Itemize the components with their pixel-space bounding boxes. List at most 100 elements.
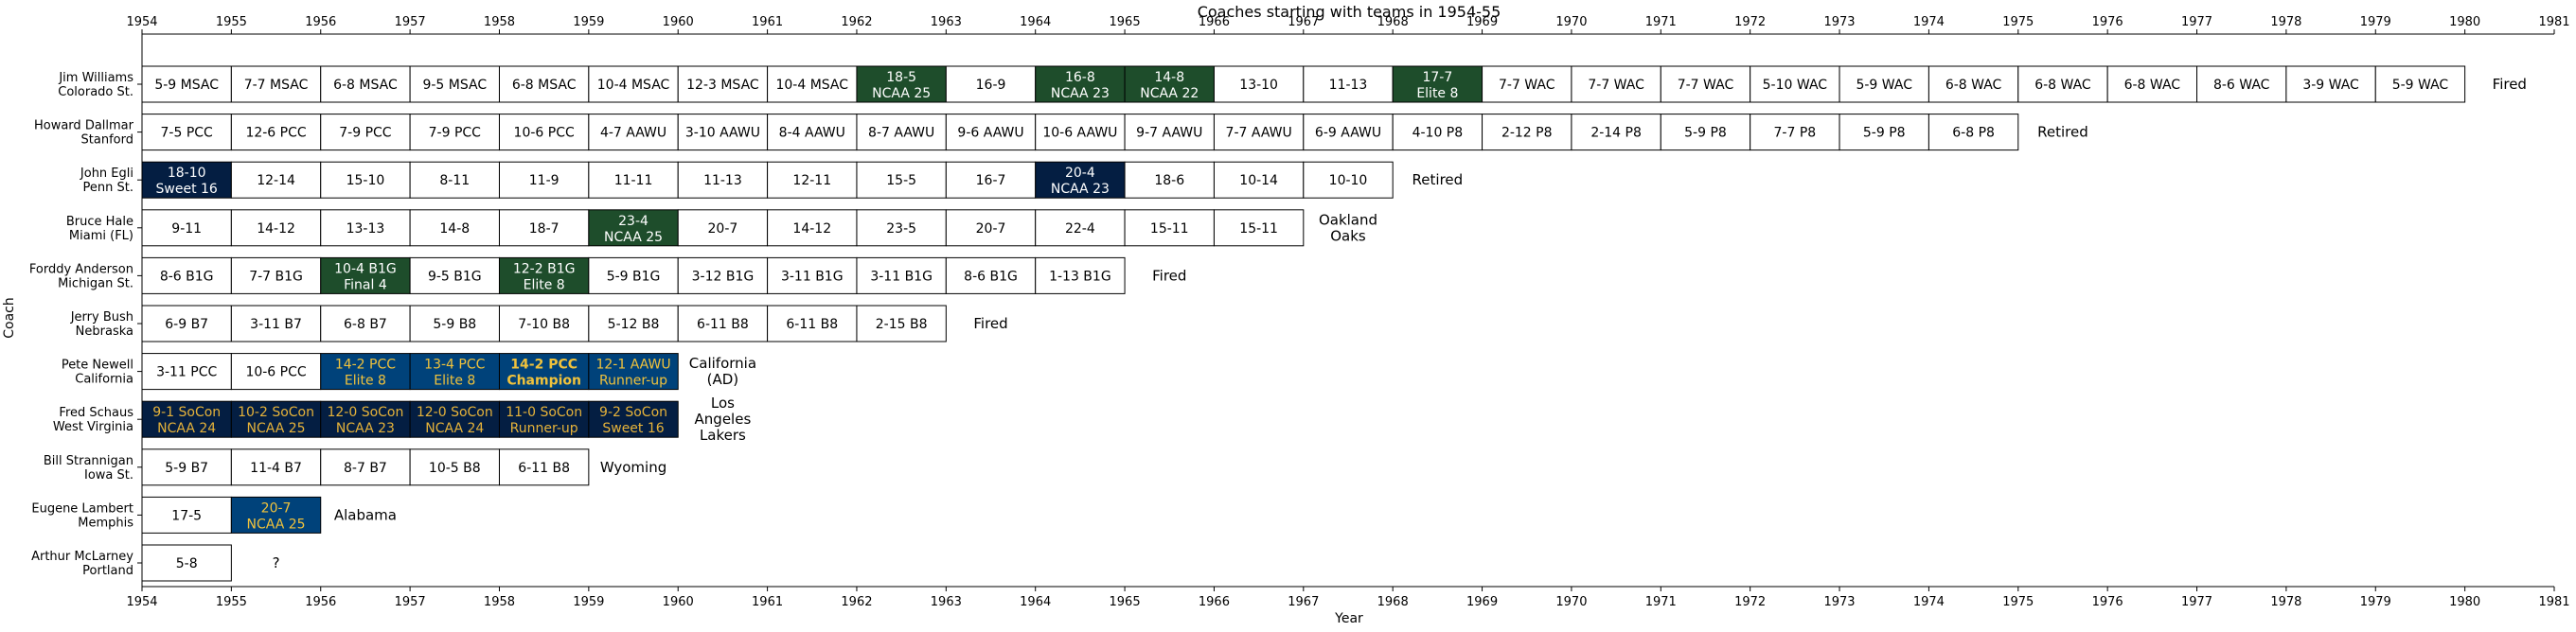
- season-bar: [1213, 114, 1305, 151]
- season-record-label: 3-11 B7: [250, 317, 302, 332]
- season-bar: [230, 256, 322, 294]
- season-record-label: 14-2 PCC: [510, 358, 577, 373]
- season-result-label: Final 4: [344, 277, 387, 292]
- season-record-label: 8-7 AAWU: [868, 126, 934, 141]
- coach-name-label: Eugene Lambert: [31, 501, 133, 516]
- season-record-label: 7-7 WAC: [1678, 78, 1734, 93]
- season-bar: [409, 65, 500, 103]
- season-bar: [767, 305, 858, 342]
- x-tick-label-bottom: 1977: [2181, 595, 2212, 609]
- season-record-label: 8-7 B7: [344, 461, 387, 476]
- season-bar: [588, 209, 679, 247]
- x-tick-label-top: 1977: [2181, 15, 2212, 29]
- season-result-label: Elite 8: [345, 374, 386, 389]
- season-bar: [677, 209, 769, 247]
- x-tick-label-top: 1969: [1466, 15, 1498, 29]
- season-record-label: 12-3 MSAC: [686, 78, 759, 93]
- season-bar: [1482, 114, 1572, 151]
- season-record-label: 9-7 AAWU: [1136, 126, 1202, 141]
- x-tick-label-top: 1957: [395, 15, 426, 29]
- season-bar: [320, 400, 411, 438]
- x-tick-label-top: 1973: [1823, 15, 1855, 29]
- team-name-label: Stanford: [81, 133, 133, 148]
- x-tick-label-bottom: 1976: [2092, 595, 2123, 609]
- season-bar: [320, 114, 411, 151]
- season-record-label: 1-13 B1G: [1049, 269, 1111, 284]
- x-tick-label-bottom: 1964: [1020, 595, 1051, 609]
- season-record-label: 20-7: [976, 221, 1006, 237]
- season-bar: [230, 65, 322, 103]
- season-record-label: 15-5: [886, 173, 916, 188]
- x-tick-label-bottom: 1955: [216, 595, 247, 609]
- season-bar: [320, 353, 411, 391]
- season-bar: [767, 161, 858, 199]
- x-tick-label-bottom: 1968: [1377, 595, 1409, 609]
- season-result-label: Runner-up: [510, 421, 578, 436]
- season-bar: [320, 305, 411, 342]
- x-tick-label-bottom: 1973: [1823, 595, 1855, 609]
- season-bar: [498, 353, 590, 391]
- season-record-label: 5-12 B8: [608, 317, 660, 332]
- season-result-label: NCAA 25: [247, 421, 306, 436]
- season-record-label: 5-9 B7: [165, 461, 208, 476]
- season-record-label: 3-9 WAC: [2302, 78, 2359, 93]
- season-bar: [588, 353, 679, 391]
- x-tick-label-bottom: 1960: [663, 595, 694, 609]
- team-name-label: West Virginia: [53, 420, 133, 434]
- season-result-label: NCAA 25: [604, 230, 663, 245]
- team-name-label: Portland: [82, 564, 133, 578]
- season-record-label: 15-10: [346, 173, 385, 188]
- season-result-label: Elite 8: [1416, 86, 1458, 101]
- x-tick-label-top: 1971: [1645, 15, 1677, 29]
- season-bar: [141, 544, 232, 582]
- season-record-label: 10-5 B8: [429, 461, 481, 476]
- season-record-label: 8-6 B1G: [964, 269, 1018, 284]
- coach-name-label: Pete Newell: [62, 359, 133, 373]
- x-tick-label-top: 1981: [2538, 15, 2569, 29]
- x-tick-label-top: 1979: [2360, 15, 2391, 29]
- season-record-label: 9-2 SoCon: [599, 405, 667, 420]
- season-bar: [409, 161, 500, 199]
- season-bar: [1928, 114, 2019, 151]
- season-bar: [1303, 114, 1394, 151]
- coach-name-label: Bill Strannigan: [44, 454, 133, 468]
- season-record-label: 10-4 MSAC: [775, 78, 848, 93]
- season-record-label: 7-7 MSAC: [244, 78, 309, 93]
- season-record-label: 14-12: [257, 221, 295, 237]
- x-tick-label-top: 1975: [2002, 15, 2034, 29]
- season-record-label: 12-0 SoCon: [327, 405, 403, 420]
- season-bar: [1213, 161, 1305, 199]
- season-record-label: 9-1 SoCon: [152, 405, 221, 420]
- x-tick-label-top: 1970: [1555, 15, 1587, 29]
- season-record-label: 7-9 PCC: [429, 126, 482, 141]
- x-tick-label-bottom: 1975: [2002, 595, 2034, 609]
- season-bar: [2196, 65, 2287, 103]
- season-bar: [409, 400, 500, 438]
- season-bar: [767, 114, 858, 151]
- season-bar: [677, 161, 769, 199]
- season-record-label: 5-9 B8: [433, 317, 476, 332]
- season-record-label: 6-8 P8: [1952, 126, 1995, 141]
- team-name-label: Colorado St.: [58, 85, 133, 99]
- x-tick-label-bottom: 1970: [1555, 595, 1587, 609]
- x-tick-label-top: 1956: [305, 15, 336, 29]
- x-tick-label-top: 1962: [841, 15, 872, 29]
- x-tick-label-bottom: 1961: [752, 595, 783, 609]
- season-bar: [141, 256, 232, 294]
- coach-name-label: Forddy Anderson: [29, 262, 133, 276]
- x-tick-label-bottom: 1959: [573, 595, 604, 609]
- season-bar: [856, 256, 947, 294]
- season-record-label: 18-7: [529, 221, 560, 237]
- x-tick-label-top: 1958: [484, 15, 515, 29]
- season-record-label: 11-13: [703, 173, 742, 188]
- season-bar: [320, 65, 411, 103]
- x-tick-label-top: 1960: [663, 15, 694, 29]
- outcome-label: Retired: [2037, 124, 2088, 141]
- x-tick-label-bottom: 1966: [1199, 595, 1230, 609]
- season-record-label: 7-5 PCC: [161, 126, 214, 141]
- season-bar: [230, 400, 322, 438]
